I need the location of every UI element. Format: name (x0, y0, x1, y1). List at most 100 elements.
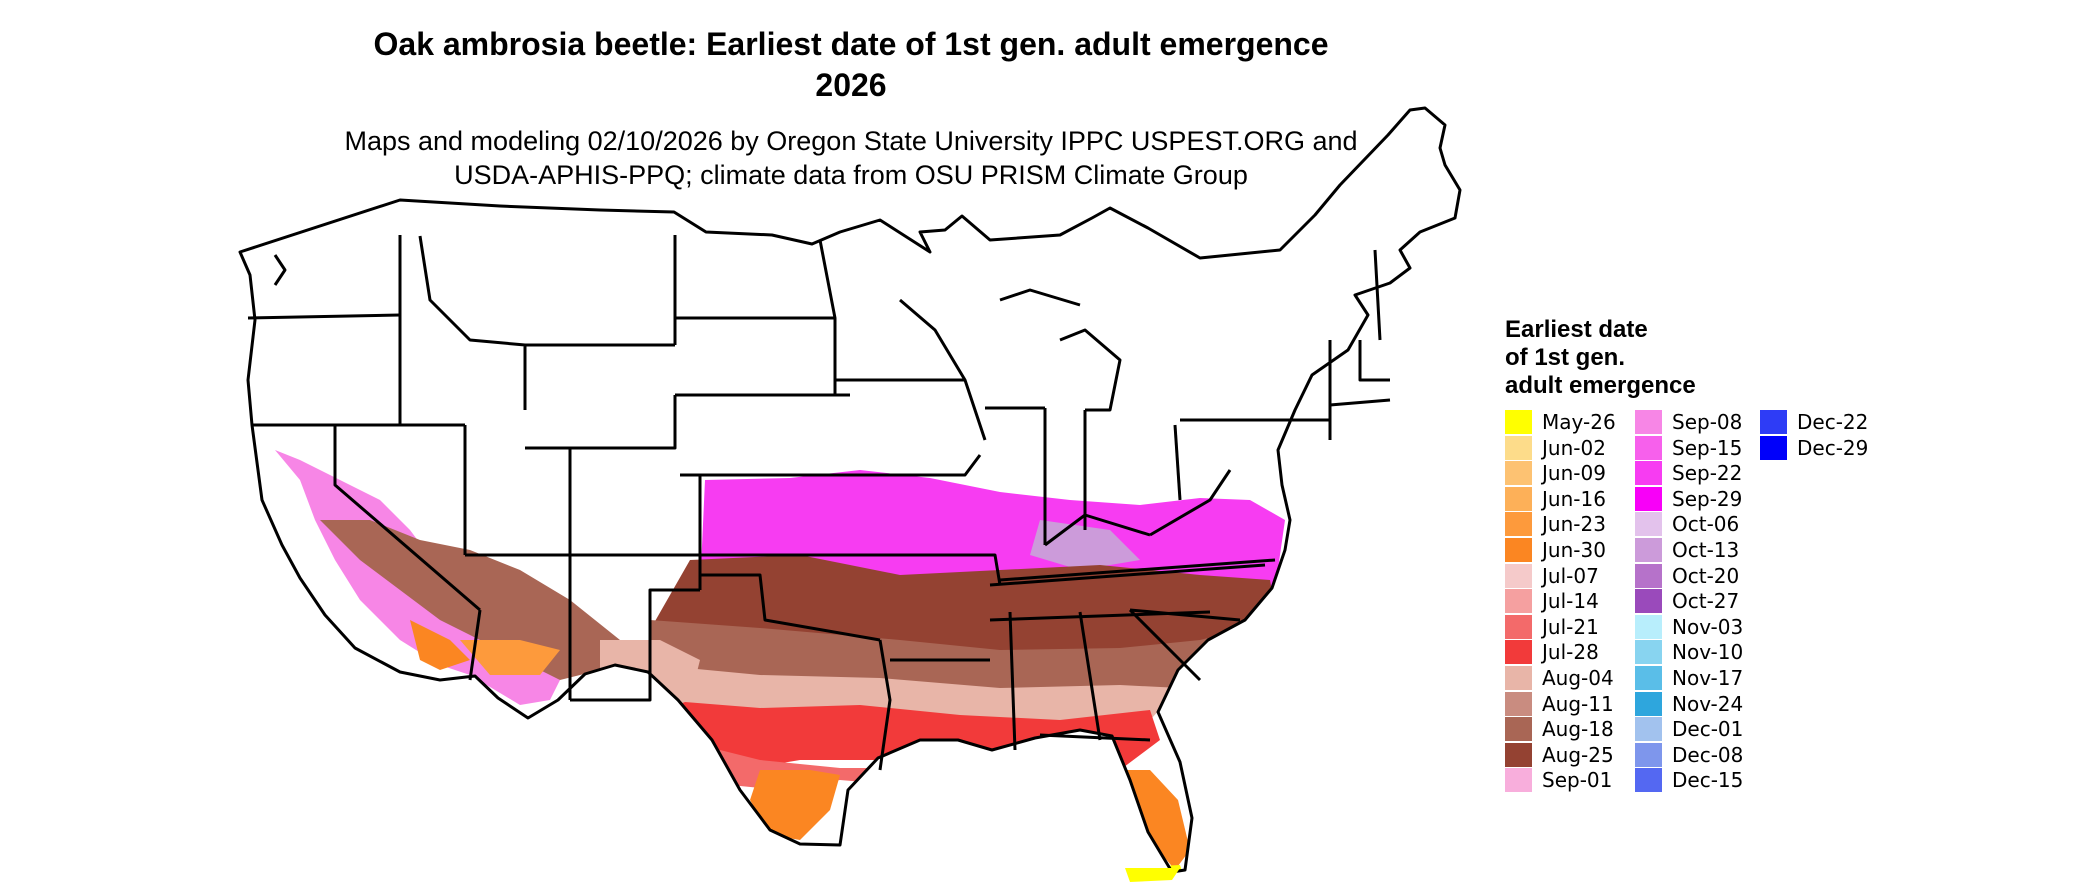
legend-label: Dec-08 (1672, 742, 1744, 767)
legend-swatch (1505, 410, 1532, 434)
legend-label: Dec-15 (1672, 768, 1744, 793)
zone-orange-texas (750, 770, 840, 840)
legend-item: Sep-15 (1635, 435, 1742, 460)
us-outline (238, 106, 1462, 874)
legend-item: Jun-02 (1505, 435, 1606, 460)
legend-swatch (1635, 717, 1662, 742)
legend-swatch (1505, 435, 1532, 460)
border-oh-pa (1173, 424, 1182, 501)
legend-item: Aug-25 (1505, 742, 1614, 767)
border-ms-al (1008, 611, 1017, 751)
border-mo-ar (880, 553, 1002, 586)
legend-item: Aug-04 (1505, 666, 1614, 690)
border-ok-tx (700, 573, 881, 642)
legend-swatch (1635, 512, 1662, 537)
legend-label: Nov-17 (1672, 666, 1744, 690)
florida-tip (1125, 868, 1180, 882)
border-ca-nv (333, 425, 481, 612)
legend-item: Jun-16 (1505, 486, 1606, 511)
legend-label: Jul-28 (1542, 640, 1599, 665)
legend-label: May-26 (1542, 410, 1616, 434)
legend-swatch (1635, 768, 1662, 793)
legend-label: Aug-25 (1542, 742, 1614, 767)
zone-west-orange (410, 620, 470, 670)
border-nm-tx (570, 588, 700, 702)
legend-label: Oct-13 (1672, 538, 1740, 562)
legend-swatch (1635, 486, 1662, 511)
border-nd-mn (818, 239, 850, 397)
legend-swatch (1505, 461, 1532, 486)
map-title: Oak ambrosia beetle: Earliest date of 1s… (0, 24, 1702, 106)
legend-item: Jul-07 (1505, 563, 1599, 588)
border-ky-oh (1044, 513, 1151, 547)
legend-swatch (1505, 589, 1532, 614)
emergence-fill-regions (275, 450, 1285, 872)
legend-label: Aug-04 (1542, 666, 1614, 690)
legend-swatch (1635, 742, 1662, 767)
legend-label: Oct-20 (1672, 563, 1740, 588)
legend-item: Aug-11 (1505, 691, 1614, 716)
border-sc-nc (1129, 608, 1241, 622)
legend-item: Dec-08 (1635, 742, 1744, 767)
zone-violet-mix (1030, 520, 1140, 570)
legend-item: Nov-10 (1635, 640, 1744, 665)
map-subtitle-line-2: USDA-APHIS-PPQ; climate data from OSU PR… (454, 160, 1248, 190)
legend-swatch (1505, 666, 1532, 690)
border-tx-la (878, 639, 892, 771)
legend-label: Jun-30 (1542, 538, 1606, 562)
legend-item: Dec-15 (1635, 768, 1744, 793)
border-nc-va (999, 558, 1276, 582)
map-subtitle: Maps and modeling 02/10/2026 by Oregon S… (0, 124, 1702, 192)
zone-tan (655, 665, 1180, 730)
map-subtitle-line-1: Maps and modeling 02/10/2026 by Oregon S… (344, 126, 1358, 156)
legend-label: Jun-16 (1542, 486, 1606, 511)
legend-swatch (1635, 614, 1662, 639)
legend-item: Jul-14 (1505, 589, 1599, 614)
legend-item: Oct-27 (1635, 589, 1740, 614)
zone-orange-florida (1120, 770, 1190, 870)
legend-label: Nov-24 (1672, 691, 1744, 716)
legend-item: Oct-20 (1635, 563, 1740, 588)
legend-title-line-2: of 1st gen. (1505, 344, 1626, 371)
legend-swatch (1635, 435, 1662, 460)
legend-swatch (1635, 410, 1662, 434)
legend-swatch (1635, 461, 1662, 486)
legend-item: Jun-23 (1505, 512, 1606, 537)
border-ga-fl (1039, 733, 1151, 742)
border-wa-or (247, 313, 401, 320)
legend-swatch (1505, 614, 1532, 639)
legend-swatch (1505, 563, 1532, 588)
border-ne-states (1329, 249, 1391, 407)
border-nv-az (468, 609, 482, 681)
legend-item: Aug-18 (1505, 717, 1614, 742)
legend-swatch (1505, 717, 1532, 742)
legend-item: Sep-01 (1505, 768, 1613, 793)
legend-label: Jun-02 (1542, 435, 1606, 460)
legend-swatch (1505, 640, 1532, 665)
legend-swatch (1505, 512, 1532, 537)
legend-swatch (1505, 768, 1532, 793)
legend-item: Sep-29 (1635, 486, 1743, 511)
legend-label: Jul-14 (1542, 589, 1599, 614)
border-ky-tn (989, 563, 1266, 587)
legend-label: Sep-29 (1672, 486, 1743, 511)
legend-item: Nov-03 (1635, 614, 1743, 639)
legend-label: Oct-06 (1672, 512, 1740, 537)
legend-swatch (1635, 691, 1662, 716)
border-id-mt (418, 235, 527, 410)
legend-label: Aug-11 (1542, 691, 1614, 716)
legend-label: Oct-27 (1672, 589, 1740, 614)
legend-title: Earliest date of 1st gen. adult emergenc… (1505, 316, 1696, 400)
legend-label: Dec-22 (1797, 410, 1869, 434)
legend-swatch (1635, 666, 1662, 690)
legend-label: Jul-07 (1542, 563, 1599, 588)
legend-label: Nov-10 (1672, 640, 1744, 665)
legend-title-line-1: Earliest date (1505, 316, 1648, 343)
legend-label: Sep-22 (1672, 461, 1743, 486)
legend-item: Jun-09 (1505, 461, 1606, 486)
border-mn-wi (899, 298, 987, 441)
legend-item: Jul-28 (1505, 640, 1599, 665)
legend-label: Sep-01 (1542, 768, 1613, 793)
legend-swatch (1635, 538, 1662, 562)
